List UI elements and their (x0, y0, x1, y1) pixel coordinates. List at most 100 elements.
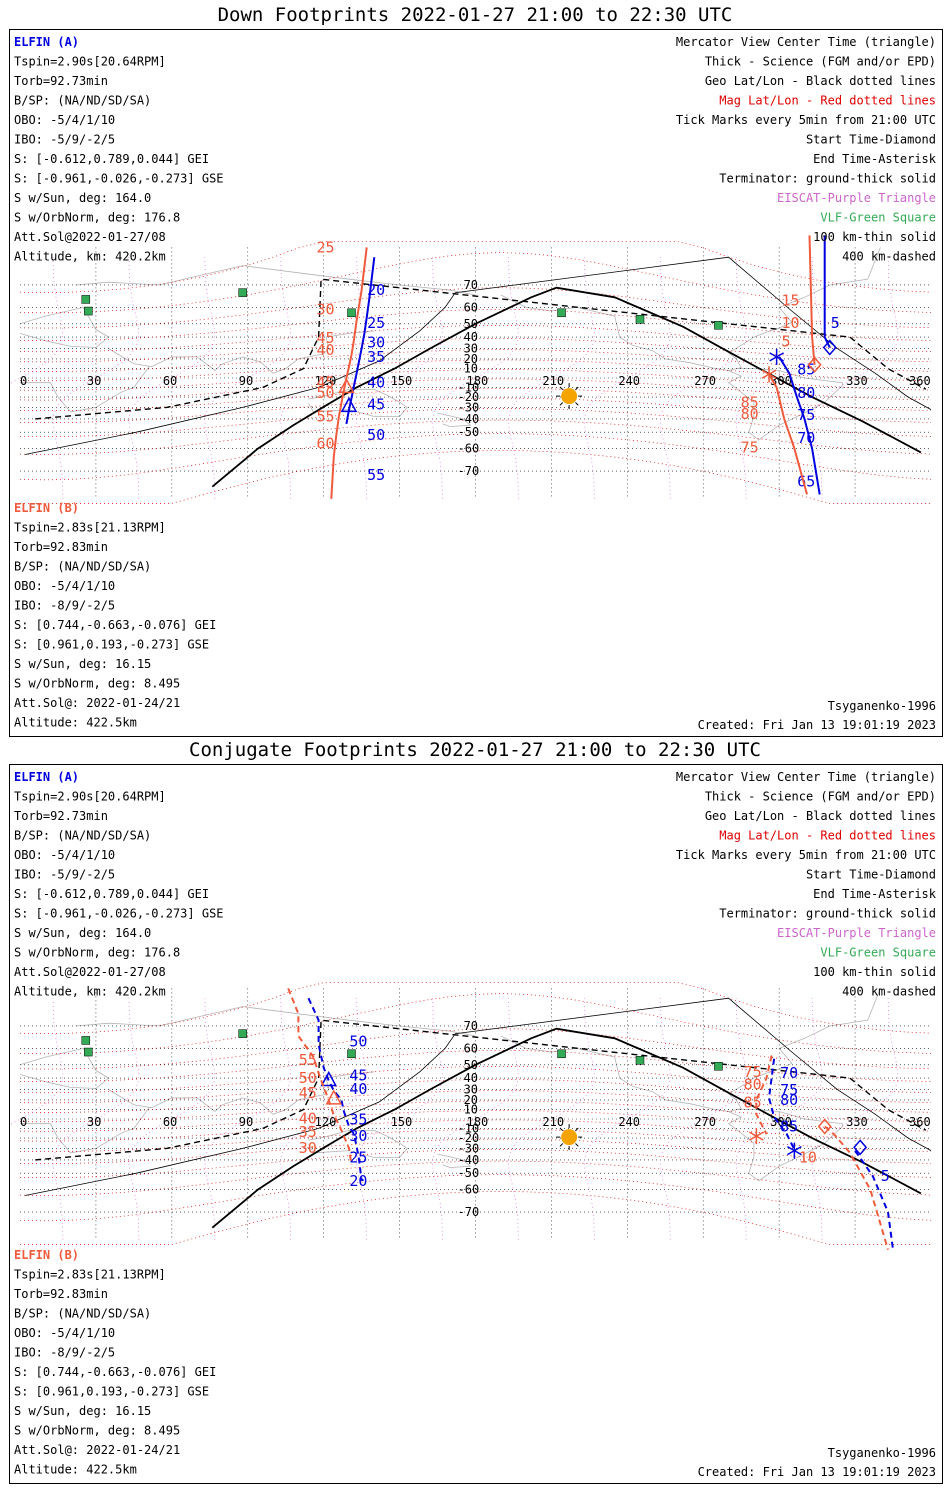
track-tick-label: 35 (299, 1123, 317, 1141)
vlf-site-square (635, 1056, 645, 1065)
legend-line: Start Time-Diamond (806, 868, 936, 882)
lon-tick-label: 90 (239, 374, 253, 388)
mag-parallel (19, 1090, 932, 1113)
track-tick-label: 70 (797, 429, 815, 447)
terminator-400km (35, 1019, 927, 1161)
lon-tick-label: 120 (315, 374, 337, 388)
lon-tick-label: 0 (20, 374, 27, 388)
start-time-diamond (853, 1139, 868, 1156)
sun-ray (559, 386, 564, 391)
track-tick-label: 85 (744, 1094, 762, 1112)
track-tick-label: 85 (797, 360, 815, 378)
footprint-track (768, 373, 808, 495)
track-tick-label: 40 (349, 1080, 367, 1098)
mag-meridian (204, 257, 292, 499)
lat-tick-label: 70 (464, 1019, 478, 1033)
elfin-a-info-line: S w/Sun, deg: 164.0 (14, 191, 151, 205)
track-tick-label: 65 (797, 473, 815, 491)
mag-meridian (508, 998, 595, 1240)
track-tick-label: 5 (831, 314, 840, 332)
footprint-track (854, 1150, 894, 1250)
elfin-a-info-line: Altitude, km: 420.2km (14, 250, 166, 264)
legend-line: VLF-Green Square (820, 211, 936, 225)
lat-tick-label: -20 (458, 1131, 480, 1145)
legend-line: Terminator: ground-thick solid (719, 907, 936, 921)
track-tick-label: 75 (741, 438, 759, 456)
track-tick-label: 55 (367, 466, 385, 484)
track-tick-label: 50 (349, 1033, 367, 1051)
track-tick-label: 30 (349, 1127, 367, 1145)
track-tick-label: 10 (782, 314, 800, 332)
mag-parallel (19, 982, 932, 1035)
lon-tick-label: 240 (618, 1115, 640, 1129)
lon-tick-label: 0 (20, 1115, 27, 1129)
lon-tick-label: 360 (909, 374, 931, 388)
model-label: Tsyganenko-1996 (828, 1446, 936, 1460)
coastline (75, 265, 476, 296)
mag-parallel (19, 1078, 932, 1104)
mag-meridian (659, 998, 747, 1240)
lat-tick-label: -50 (458, 1166, 480, 1180)
legend-line: Tick Marks every 5min from 21:00 UTC (676, 113, 936, 127)
elfin-b-info-line: S w/OrbNorm, deg: 8.495 (14, 1424, 180, 1438)
lon-tick-label: 60 (163, 1115, 177, 1129)
mag-parallel (19, 408, 932, 438)
elfin-b-info-line: Altitude: 422.5km (14, 716, 137, 730)
view-center-triangle (340, 396, 358, 413)
elfin-a-info-line: Tspin=2.90s[20.64RPM] (14, 790, 166, 804)
legend-line: Terminator: ground-thick solid (719, 172, 936, 186)
lat-tick-label: 20 (464, 352, 478, 366)
terminator-ground (211, 1027, 922, 1229)
mag-parallel (19, 388, 932, 412)
elfin-a-info-line: ELFIN (A) (14, 35, 79, 49)
coastline (437, 412, 472, 428)
lon-tick-label: 210 (542, 374, 564, 388)
lon-tick-label: 270 (694, 1115, 716, 1129)
mag-meridian (811, 257, 899, 499)
track-tick-label: 5 (782, 332, 791, 350)
panel-title: Conjugate Footprints 2022-01-27 21:00 to… (189, 739, 761, 761)
map-frame: 0 30 60 90 120 150 180 210 240 270 300 330 360 70 60 50… (0, 764, 943, 1484)
legend-line: Mercator View Center Time (triangle) (676, 35, 936, 49)
track-tick-label: 45 (316, 329, 334, 347)
track-tick-label: 35 (367, 348, 385, 366)
sun-ray (559, 402, 564, 406)
track-tick-label: 45 (316, 373, 334, 391)
track-tick-label: 55 (316, 407, 334, 425)
mag-parallel (19, 1119, 932, 1142)
legend-line: 400 km-dashed (842, 250, 936, 264)
track-tick-label: 80 (741, 405, 759, 423)
track-tick-label: 30 (367, 333, 385, 351)
elfin-b-info-line: Tspin=2.83s[21.13RPM] (14, 1268, 166, 1282)
mag-parallel (19, 1100, 932, 1123)
coastline (779, 247, 881, 308)
track-tick-label: 75 (780, 1081, 798, 1099)
elfin-b-info-line: B/SP: (NA/ND/SD/SA) (14, 1307, 151, 1321)
mag-meridian (811, 998, 899, 1240)
track-tick-label: 50 (299, 1069, 317, 1087)
mag-parallel (19, 1049, 932, 1083)
lon-tick-label: 150 (391, 1115, 413, 1129)
legend-line: Thick - Science (FGM and/or EPD) (705, 55, 936, 69)
legend-line: Geo Lat/Lon - Black dotted lines (705, 74, 936, 88)
mag-parallel (19, 433, 932, 481)
lon-tick-label: 360 (909, 1115, 931, 1129)
lat-tick-label: -60 (458, 442, 480, 456)
track-tick-label: 35 (349, 1111, 367, 1129)
elfin-a-info-line: B/SP: (NA/ND/SD/SA) (14, 829, 151, 843)
elfin-b-info-line: OBO: -5/4/1/10 (14, 579, 115, 593)
elfin-b-info-line: ELFIN (B) (14, 1248, 79, 1262)
track-tick-label: 25 (349, 1148, 367, 1166)
legend-line: 400 km-dashed (842, 985, 936, 999)
terminator-400km (35, 278, 927, 420)
elfin-a-info-line: IBO: -5/9/-2/5 (14, 133, 115, 147)
lon-tick-label: 180 (467, 1115, 489, 1129)
lon-tick-label: 30 (87, 374, 101, 388)
coastline (19, 306, 110, 348)
mag-parallel (19, 993, 932, 1055)
elfin-b-info-line: Torb=92.83min (14, 540, 108, 554)
track-tick-label: 85 (741, 393, 759, 411)
elfin-a-info-line: IBO: -5/9/-2/5 (14, 868, 115, 882)
elfin-a-info-line: Torb=92.73min (14, 809, 108, 823)
lat-tick-label: -70 (458, 1205, 480, 1219)
